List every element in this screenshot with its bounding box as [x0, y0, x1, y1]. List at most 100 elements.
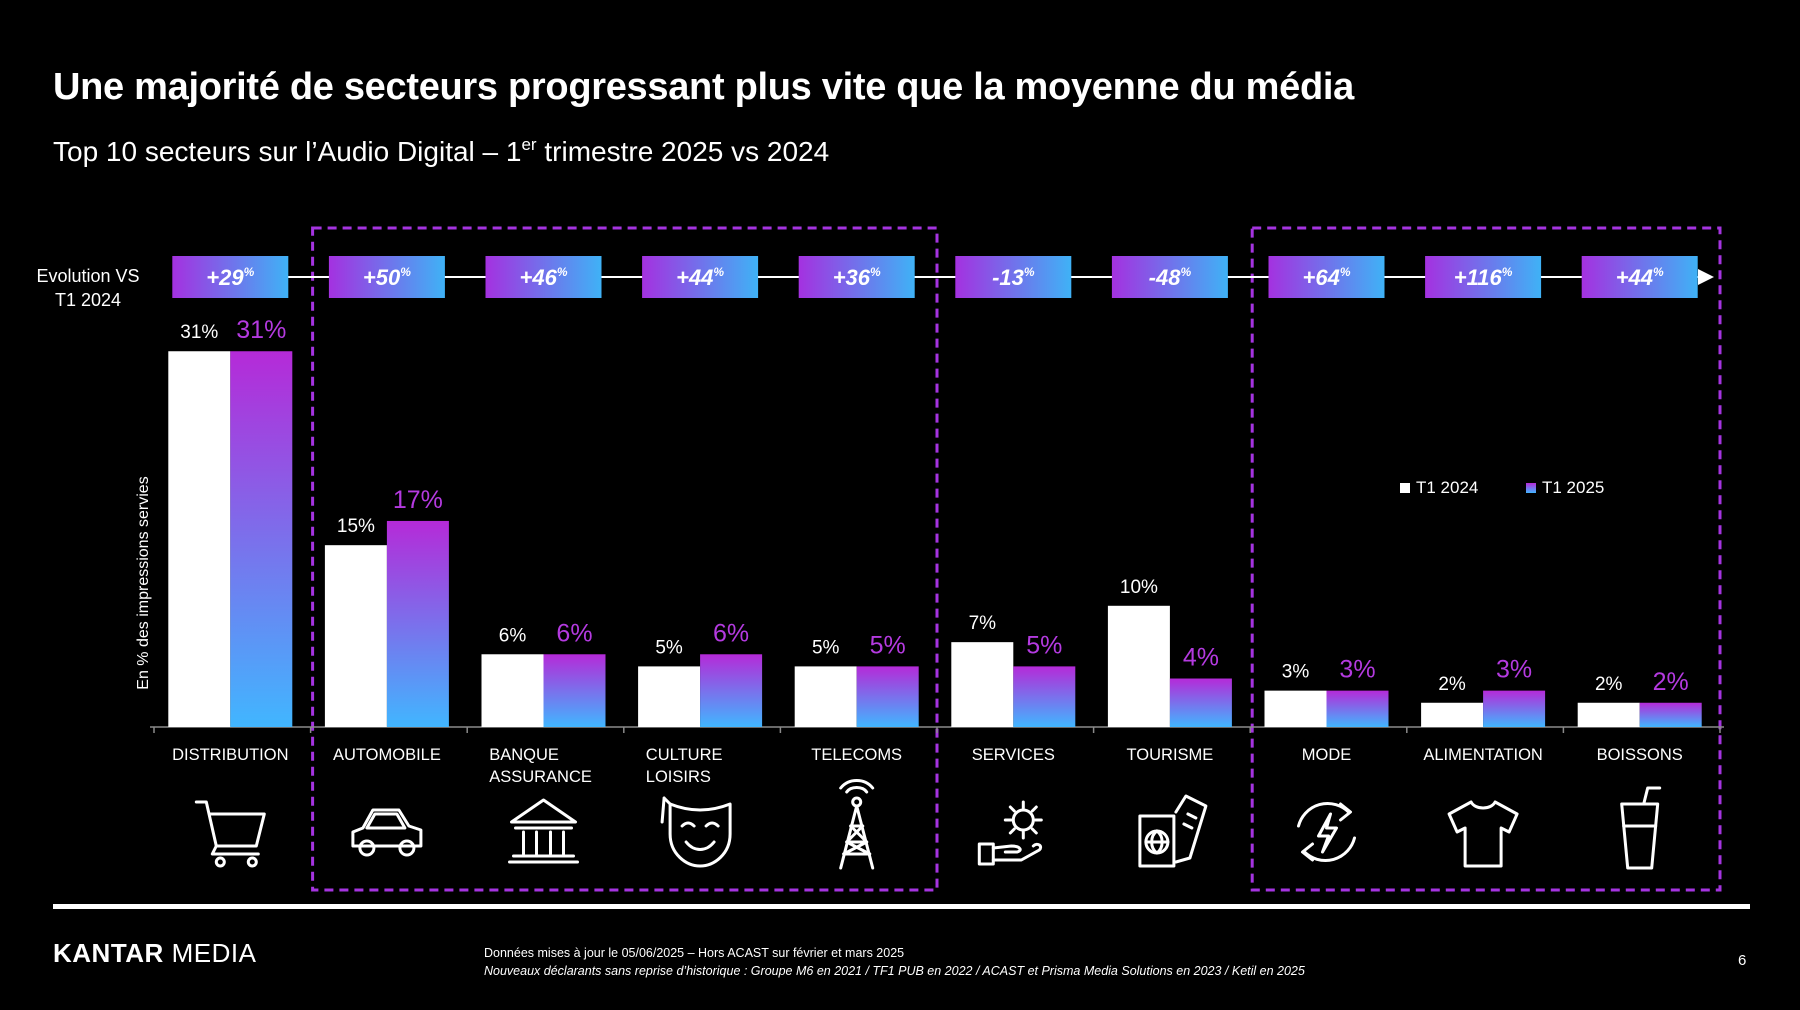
- bar-t1-2024-10: [1577, 702, 1640, 727]
- cart-icon: [194, 800, 266, 868]
- evolution-value-6: -13%: [992, 265, 1035, 290]
- category-label-3: BANQUE ASSURANCE: [489, 746, 592, 786]
- legend-swatch-2: [1526, 483, 1536, 493]
- data-label-t1-2025-8: 3%: [1339, 656, 1375, 684]
- data-label-t1-2024-4: 5%: [655, 637, 683, 658]
- antenna-tower-icon: [839, 779, 875, 870]
- subtitle-prefix: Top 10 secteurs sur l’Audio Digital – 1: [53, 136, 522, 167]
- bar-t1-2024-5: [794, 666, 857, 727]
- bar-t1-2024-6: [951, 642, 1014, 727]
- evolution-label: Evolution VS T1 2024: [36, 266, 139, 310]
- bar-t1-2024-3: [481, 654, 544, 727]
- data-label-t1-2025-4: 6%: [713, 619, 749, 647]
- evolution-pill-4: [642, 256, 759, 298]
- data-label-t1-2025-10: 2%: [1653, 668, 1689, 696]
- category-label-8: MODE: [1302, 746, 1352, 764]
- evolution-pill-1: [172, 256, 289, 298]
- bar-t1-2025-5: [856, 666, 919, 727]
- data-label-t1-2024-7: 10%: [1120, 577, 1158, 598]
- evolution-pill-6: [955, 256, 1072, 298]
- evolution-pill-9: [1425, 256, 1542, 298]
- bar-t1-2025-6: [1013, 666, 1076, 727]
- bar-t1-2025-3: [543, 654, 606, 727]
- data-label-t1-2024-6: 7%: [969, 613, 997, 634]
- evolution-pill-2: [328, 256, 445, 298]
- evolution-value-10: +44%: [1616, 265, 1664, 290]
- data-label-t1-2025-6: 5%: [1026, 631, 1062, 659]
- evolution-pill-7: [1111, 256, 1228, 298]
- data-label-t1-2024-10: 2%: [1595, 674, 1623, 695]
- data-label-t1-2024-8: 3%: [1282, 662, 1310, 683]
- bar-t1-2024-7: [1107, 605, 1170, 727]
- category-label-2: AUTOMOBILE: [333, 746, 441, 764]
- data-label-t1-2024-1: 31%: [180, 322, 218, 343]
- passport-ticket-icon: [1138, 794, 1208, 868]
- data-label-t1-2024-9: 2%: [1438, 674, 1466, 695]
- evolution-value-4: +44%: [676, 265, 724, 290]
- bar-t1-2024-8: [1264, 690, 1327, 727]
- data-label-t1-2025-2: 17%: [393, 486, 443, 514]
- evolution-value-1: +29%: [206, 265, 254, 290]
- bar-t1-2025-2: [386, 520, 449, 727]
- tshirt-icon: [1447, 800, 1519, 868]
- category-label-4: CULTURE LOISIRS: [646, 746, 723, 786]
- evolution-value-8: +64%: [1303, 265, 1351, 290]
- drink-glass-icon: [1620, 786, 1662, 870]
- legend-swatch-1: [1400, 483, 1410, 493]
- y-axis-label: En % des impressions servies: [135, 476, 152, 689]
- evolution-value-7: -48%: [1149, 265, 1192, 290]
- highlight-frame-1: [311, 226, 939, 892]
- bar-t1-2025-10: [1639, 702, 1702, 727]
- page-title: Une majorité de secteurs progressant plu…: [53, 66, 1354, 108]
- footer-note-line1: Données mises à jour le 05/06/2025 – Hor…: [484, 946, 905, 960]
- category-label-10: BOISSONS: [1597, 746, 1683, 764]
- data-label-t1-2025-5: 5%: [870, 631, 906, 659]
- evolution-pill-10: [1581, 256, 1698, 298]
- bar-t1-2025-9: [1483, 690, 1546, 727]
- kantar-media-logo: KANTAR MEDIA: [53, 938, 257, 968]
- category-label-5: TELECOMS: [811, 746, 902, 764]
- cycle-bolt-icon: [1297, 801, 1356, 863]
- bar-t1-2025-4: [700, 654, 763, 727]
- page-number: 6: [1738, 952, 1747, 969]
- subtitle-suffix: trimestre 2025 vs 2024: [536, 136, 830, 167]
- theater-mask-icon: [660, 796, 732, 868]
- legend-label-2: T1 2025: [1542, 478, 1604, 497]
- bar-t1-2025-7: [1169, 678, 1232, 727]
- evolution-value-3: +46%: [520, 265, 568, 290]
- bar-t1-2024-2: [324, 545, 387, 727]
- bar-t1-2024-4: [638, 666, 701, 727]
- category-label-9: ALIMENTATION: [1423, 746, 1542, 764]
- bar-t1-2024-9: [1421, 702, 1484, 727]
- car-icon: [351, 808, 423, 857]
- footer-note-line2: Nouveaux déclarants sans reprise d’histo…: [484, 964, 1305, 978]
- subtitle-superscript: er: [521, 135, 537, 154]
- data-label-t1-2025-9: 3%: [1496, 656, 1532, 684]
- bar-t1-2024-1: [168, 351, 231, 727]
- evolution-pill-3: [485, 256, 602, 298]
- evolution-pill-8: [1268, 256, 1385, 298]
- category-label-6: SERVICES: [972, 746, 1055, 764]
- data-label-t1-2024-5: 5%: [812, 637, 840, 658]
- evolution-pill-5: [798, 256, 915, 298]
- highlight-frame-2: [1250, 226, 1722, 892]
- data-label-t1-2025-1: 31%: [236, 316, 286, 344]
- bank-icon: [508, 798, 579, 864]
- category-label-1: DISTRIBUTION: [172, 746, 288, 764]
- footer-divider: [53, 904, 1750, 909]
- bar-t1-2025-1: [230, 351, 293, 727]
- bar-t1-2025-8: [1326, 690, 1389, 727]
- data-label-t1-2025-7: 4%: [1183, 644, 1219, 672]
- legend-label-1: T1 2024: [1416, 478, 1478, 497]
- evolution-value-5: +36%: [833, 265, 881, 290]
- evolution-value-9: +116%: [1454, 265, 1513, 290]
- data-label-t1-2024-3: 6%: [499, 625, 527, 646]
- hand-gear-icon: [977, 800, 1043, 866]
- category-label-7: TOURISME: [1127, 746, 1214, 764]
- data-label-t1-2024-2: 15%: [337, 516, 375, 537]
- footer-notes: Données mises à jour le 05/06/2025 – Hor…: [484, 944, 1305, 980]
- page-subtitle: Top 10 secteurs sur l’Audio Digital – 1e…: [53, 136, 829, 168]
- sector-bar-chart: Evolution VS T1 2024 +29% +50% +46% +44% +36% -…: [36, 226, 1724, 892]
- data-label-t1-2025-3: 6%: [556, 619, 592, 647]
- evolution-value-2: +50%: [363, 265, 411, 290]
